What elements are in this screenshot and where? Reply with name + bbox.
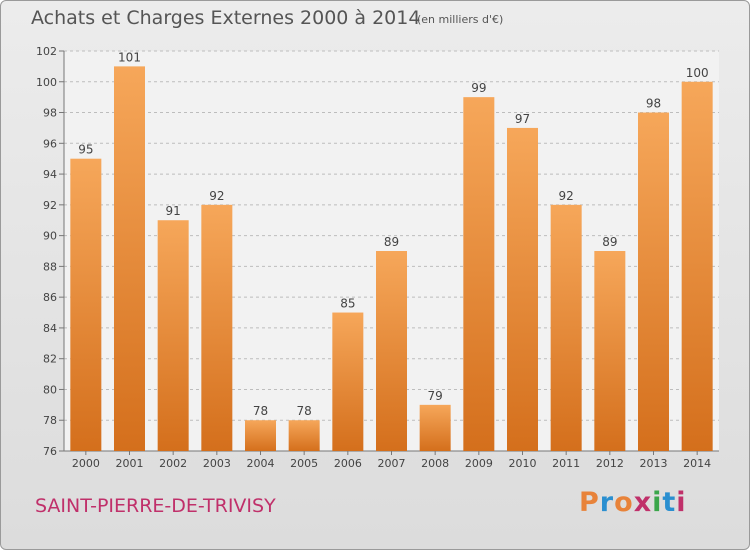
chart-unit: (en milliers d'€) xyxy=(417,13,504,26)
bar-value-label: 89 xyxy=(602,235,617,249)
x-tick-label: 2007 xyxy=(378,457,406,470)
x-tick-label: 2013 xyxy=(640,457,668,470)
bar-value-label: 97 xyxy=(515,112,530,126)
bar-value-label: 100 xyxy=(686,66,709,80)
y-tick-label: 76 xyxy=(43,445,57,458)
bar-value-label: 78 xyxy=(253,404,268,418)
y-tick-label: 78 xyxy=(43,414,57,427)
bar xyxy=(157,220,189,451)
x-tick-label: 2003 xyxy=(203,457,231,470)
y-tick-label: 80 xyxy=(43,383,57,396)
x-tick-label: 2008 xyxy=(421,457,449,470)
bar xyxy=(681,81,713,452)
y-tick-label: 96 xyxy=(43,137,57,150)
bar-value-label: 92 xyxy=(559,189,574,203)
bar xyxy=(507,127,538,451)
x-tick-label: 2001 xyxy=(116,457,144,470)
x-tick-label: 2002 xyxy=(159,457,187,470)
bar-value-label: 79 xyxy=(428,389,443,403)
y-tick-label: 98 xyxy=(43,107,57,120)
bar xyxy=(245,420,276,451)
x-tick-label: 2005 xyxy=(290,457,318,470)
bar xyxy=(288,420,320,451)
x-tick-label: 2004 xyxy=(247,457,275,470)
x-tick-label: 2012 xyxy=(596,457,624,470)
bar xyxy=(70,158,102,451)
bar xyxy=(463,97,495,452)
y-tick-label: 90 xyxy=(43,230,57,243)
y-tick-label: 86 xyxy=(43,291,57,304)
y-tick-label: 100 xyxy=(36,76,57,89)
y-tick-label: 94 xyxy=(43,168,57,181)
bar xyxy=(201,204,233,451)
bar xyxy=(638,112,669,452)
bar-value-label: 99 xyxy=(471,81,486,95)
bar-value-label: 98 xyxy=(646,97,661,111)
bar-value-label: 78 xyxy=(297,404,312,418)
x-tick-label: 2011 xyxy=(552,457,580,470)
x-tick-label: 2014 xyxy=(683,457,711,470)
chart-title: Achats et Charges Externes 2000 à 2014 xyxy=(31,7,421,29)
bar xyxy=(114,66,145,451)
y-tick-label: 92 xyxy=(43,199,57,212)
bar-value-label: 91 xyxy=(166,204,181,218)
x-tick-label: 2009 xyxy=(465,457,493,470)
x-tick-label: 2006 xyxy=(334,457,362,470)
bar-value-label: 101 xyxy=(118,50,141,64)
y-tick-label: 102 xyxy=(36,45,57,58)
y-tick-label: 84 xyxy=(43,322,57,335)
bar-value-label: 95 xyxy=(78,143,93,157)
proxiti-logo: Proxiti xyxy=(579,487,687,518)
bar xyxy=(594,251,626,451)
bar-value-label: 92 xyxy=(209,189,224,203)
bar xyxy=(550,204,582,451)
x-tick-label: 2010 xyxy=(509,457,537,470)
commune-name: SAINT-PIERRE-DE-TRIVISY xyxy=(35,495,276,517)
bar xyxy=(419,404,451,451)
y-tick-label: 82 xyxy=(43,353,57,366)
bar-value-label: 89 xyxy=(384,235,399,249)
bar xyxy=(332,312,364,451)
x-tick-label: 2000 xyxy=(72,457,100,470)
bar-value-label: 85 xyxy=(340,297,355,311)
y-tick-label: 88 xyxy=(43,260,57,273)
bar xyxy=(376,251,407,451)
